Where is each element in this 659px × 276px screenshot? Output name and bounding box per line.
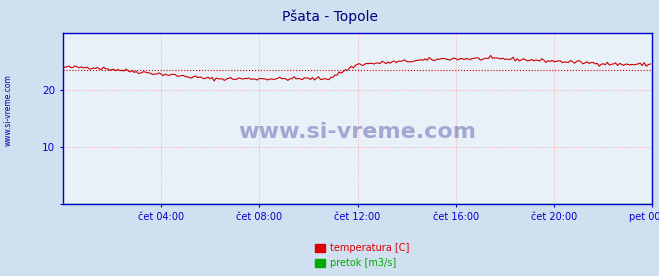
Text: Pšata - Topole: Pšata - Topole [281,10,378,24]
Text: www.si-vreme.com: www.si-vreme.com [3,75,13,146]
Text: www.si-vreme.com: www.si-vreme.com [239,122,476,142]
Legend: temperatura [C], pretok [m3/s]: temperatura [C], pretok [m3/s] [312,240,413,271]
